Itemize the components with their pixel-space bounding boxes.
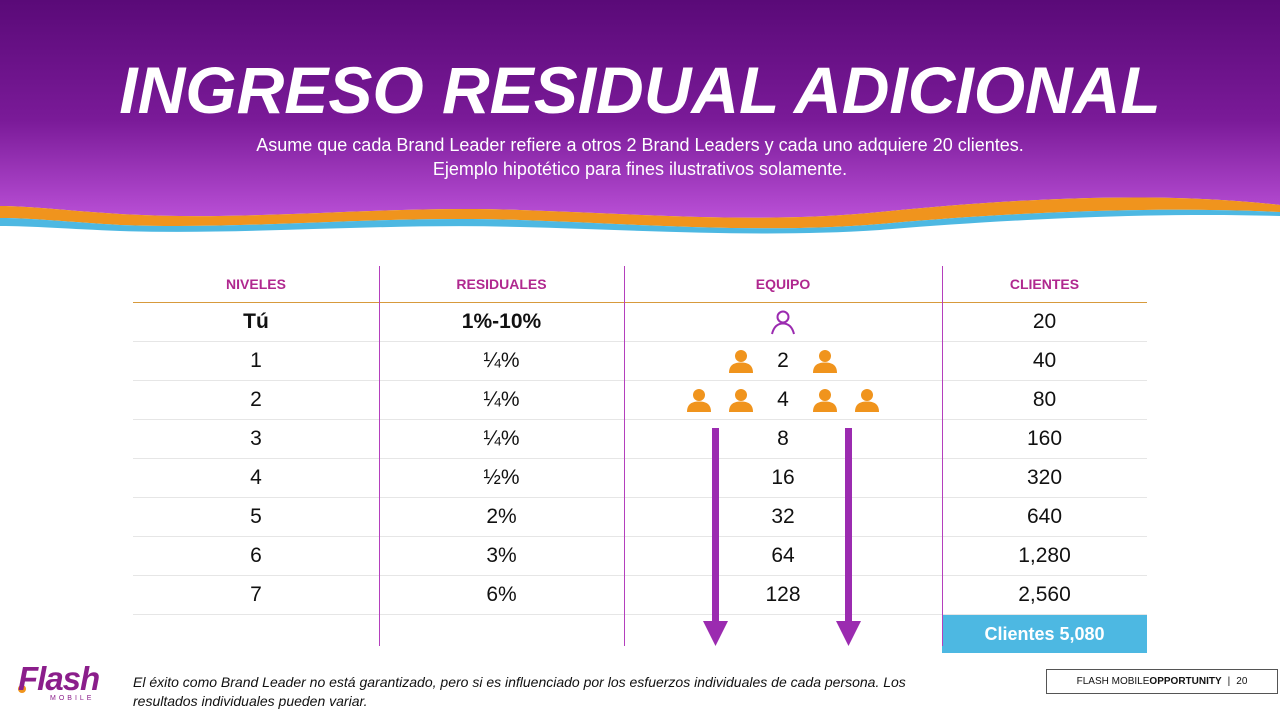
cell-nivel: Tú bbox=[133, 302, 379, 342]
cell-nivel: 4 bbox=[133, 458, 379, 498]
table-row: Tú 1%-10% 20 bbox=[133, 302, 1147, 342]
cell-residual: 3% bbox=[379, 536, 624, 576]
cell-equipo: 32 bbox=[624, 497, 942, 537]
residual-table: NIVELES RESIDUALES EQUIPO CLIENTES Tú 1%… bbox=[133, 266, 1147, 653]
cell-residual: ¼% bbox=[379, 380, 624, 420]
header-background bbox=[0, 0, 1280, 234]
header-banner bbox=[0, 0, 1280, 240]
cell-nivel: 2 bbox=[133, 380, 379, 420]
cell-equipo: 128 bbox=[624, 575, 942, 615]
cell-empty bbox=[379, 615, 624, 654]
cell-nivel: 6 bbox=[133, 536, 379, 576]
footer-brand-bold: OPPORTUNITY bbox=[1149, 676, 1222, 687]
table-row: 5 2% 32 640 bbox=[133, 497, 1147, 537]
person-outline-icon bbox=[771, 310, 795, 335]
cell-clientes: 20 bbox=[942, 302, 1147, 342]
logo-subtext: MOBILE bbox=[50, 695, 95, 702]
cell-nivel: 1 bbox=[133, 341, 379, 381]
footer-brand: FLASH MOBILE bbox=[1076, 676, 1150, 687]
subtitle-line-2: Ejemplo hipotético para fines ilustrativ… bbox=[432, 159, 848, 179]
header-niveles: NIVELES bbox=[133, 266, 379, 303]
cell-empty bbox=[624, 615, 942, 654]
blue-wave bbox=[0, 209, 1280, 234]
page-title: INGRESO RESIDUAL ADICIONAL bbox=[119, 53, 1161, 127]
header-equipo: EQUIPO bbox=[624, 266, 942, 303]
cell-clientes: 640 bbox=[942, 497, 1147, 537]
person-icon bbox=[812, 350, 837, 374]
person-icon bbox=[812, 389, 837, 413]
cell-equipo: 16 bbox=[624, 458, 942, 498]
cell-residual: ½% bbox=[379, 458, 624, 498]
orange-wave bbox=[0, 197, 1280, 229]
cell-nivel: 3 bbox=[133, 419, 379, 459]
cell-clientes: 2,560 bbox=[942, 575, 1147, 615]
cell-clientes: 1,280 bbox=[942, 536, 1147, 576]
cell-equipo: 64 bbox=[624, 536, 942, 576]
page-subtitle: Asume que cada Brand Leader refiere a ot… bbox=[0, 133, 1280, 181]
cell-empty bbox=[133, 615, 379, 654]
cell-equipo: 2 bbox=[624, 341, 942, 381]
cell-residual: 6% bbox=[379, 575, 624, 615]
cell-nivel: 5 bbox=[133, 497, 379, 537]
equipo-count: 4 bbox=[777, 388, 789, 412]
cell-residual: 2% bbox=[379, 497, 624, 537]
cell-residual: ¼% bbox=[379, 419, 624, 459]
cell-clientes: 160 bbox=[942, 419, 1147, 459]
person-icon bbox=[729, 350, 754, 374]
cell-equipo bbox=[624, 302, 942, 342]
person-icon bbox=[854, 389, 879, 413]
person-icon bbox=[687, 389, 712, 413]
residual-grid: NIVELES RESIDUALES EQUIPO CLIENTES Tú 1%… bbox=[133, 266, 1147, 653]
table-total-row: Clientes 5,080 bbox=[133, 614, 1147, 654]
cell-clientes: 80 bbox=[942, 380, 1147, 420]
flash-mobile-logo: Flash MOBILE bbox=[16, 660, 100, 706]
cell-equipo: 4 bbox=[624, 380, 942, 420]
cell-clientes: 40 bbox=[942, 341, 1147, 381]
cell-equipo: 8 bbox=[624, 419, 942, 459]
cell-clientes: 320 bbox=[942, 458, 1147, 498]
cell-residual: ¼% bbox=[379, 341, 624, 381]
footer-separator: | bbox=[1227, 676, 1231, 687]
logo-wordmark: Flash bbox=[18, 660, 100, 697]
table-row: 6 3% 64 1,280 bbox=[133, 536, 1147, 576]
total-clients-badge: Clientes 5,080 bbox=[942, 614, 1147, 653]
subtitle-line-1: Asume que cada Brand Leader refiere a ot… bbox=[256, 135, 1024, 155]
table-row: 3 ¼% 8 160 bbox=[133, 419, 1147, 459]
equipo-count: 2 bbox=[777, 349, 789, 373]
person-icon bbox=[729, 389, 754, 413]
column-divider bbox=[379, 266, 380, 646]
column-divider bbox=[942, 266, 943, 646]
disclaimer-text: El éxito como Brand Leader no está garan… bbox=[133, 674, 906, 709]
header-residuales: RESIDUALES bbox=[379, 266, 624, 303]
cell-nivel: 7 bbox=[133, 575, 379, 615]
table-row: 2 ¼% 4 80 bbox=[133, 380, 1147, 420]
cell-residual: 1%-10% bbox=[379, 302, 624, 342]
table-header-row: NIVELES RESIDUALES EQUIPO CLIENTES bbox=[133, 266, 1147, 303]
table-row: 1 ¼% 2 40 bbox=[133, 341, 1147, 381]
page-number: 20 bbox=[1236, 676, 1248, 687]
column-divider bbox=[624, 266, 625, 646]
logo-dot bbox=[18, 685, 26, 693]
table-row: 4 ½% 16 320 bbox=[133, 458, 1147, 498]
table-row: 7 6% 128 2,560 bbox=[133, 575, 1147, 615]
header-clientes: CLIENTES bbox=[942, 266, 1147, 303]
footer-brand-box: FLASH MOBILE OPPORTUNITY | 20 bbox=[1046, 669, 1278, 694]
